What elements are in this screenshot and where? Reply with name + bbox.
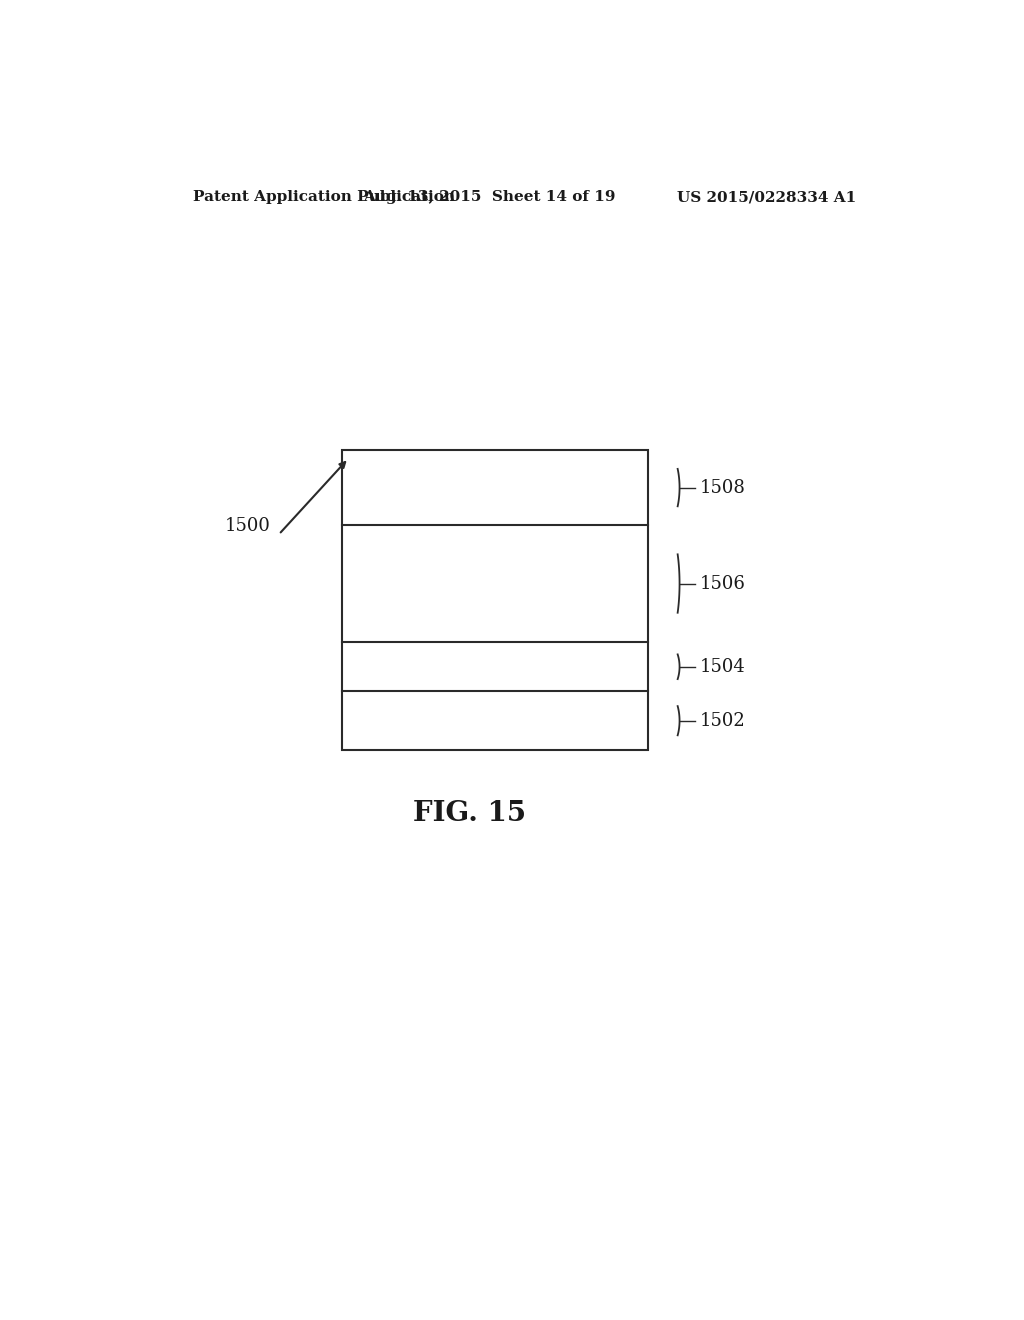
Text: 1506: 1506 [699,574,745,593]
Text: 1500: 1500 [225,517,270,536]
Text: Aug. 13, 2015  Sheet 14 of 19: Aug. 13, 2015 Sheet 14 of 19 [362,190,615,205]
Text: Patent Application Publication: Patent Application Publication [194,190,455,205]
Bar [342,450,648,750]
Text: US 2015/0228334 A1: US 2015/0228334 A1 [677,190,856,205]
Text: 1504: 1504 [699,657,745,676]
Text: FIG. 15: FIG. 15 [413,800,525,828]
Text: 1508: 1508 [699,479,745,496]
Text: 1502: 1502 [699,711,745,730]
